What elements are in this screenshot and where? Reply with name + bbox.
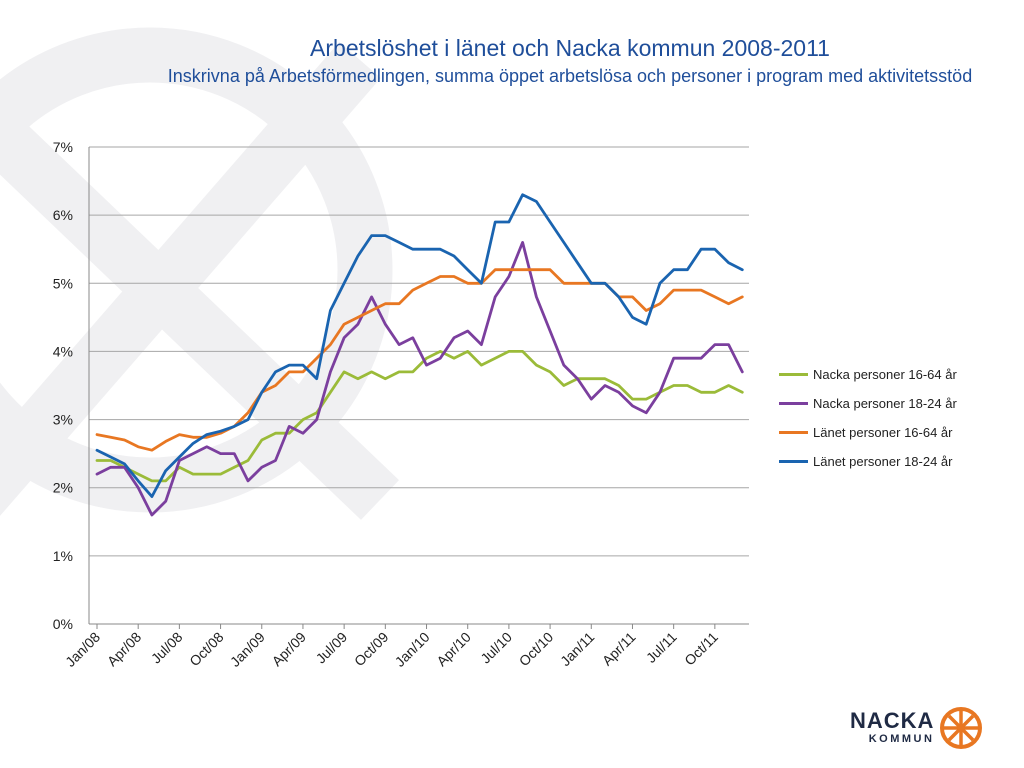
x-tick-label: Jan/10 — [392, 629, 433, 670]
chart-header: Arbetslöshet i länet och Nacka kommun 20… — [150, 34, 990, 88]
legend-item: Länet personer 18-24 år — [779, 447, 957, 476]
series-line-3 — [95, 268, 744, 452]
x-tick-label: Jul/11 — [643, 629, 680, 666]
x-tick-label: Apr/09 — [269, 629, 310, 670]
x-tick-label: Oct/10 — [516, 629, 557, 670]
x-tick-label: Jul/08 — [148, 629, 186, 667]
legend-item: Nacka personer 16-64 år — [779, 360, 957, 389]
legend-label: Länet personer 18-24 år — [813, 454, 953, 469]
legend-item: Nacka personer 18-24 år — [779, 389, 957, 418]
x-tick-label: Apr/08 — [104, 629, 145, 670]
series-line-1 — [95, 349, 744, 483]
chart-subtitle: Inskrivna på Arbetsförmedlingen, summa ö… — [167, 66, 973, 86]
x-tick-label: Jan/09 — [227, 629, 268, 670]
logo-line1: NACKA — [850, 708, 935, 733]
chart-title: Arbetslöshet i länet och Nacka kommun 20… — [310, 35, 830, 61]
y-tick-label: 3% — [53, 412, 73, 428]
legend-swatch — [779, 460, 808, 463]
x-tick-label: Oct/08 — [186, 629, 227, 670]
x-tick-label: Jul/10 — [477, 629, 515, 667]
nacka-kommun-logo: NACKA KOMMUN — [850, 706, 983, 750]
y-tick-label: 4% — [53, 343, 73, 359]
legend-swatch — [779, 373, 808, 376]
nacka-emblem-icon — [940, 707, 983, 749]
series-line-4 — [95, 193, 744, 499]
x-tick-label: Apr/11 — [599, 629, 639, 669]
y-tick-label: 7% — [53, 139, 73, 155]
x-tick-label: Oct/11 — [681, 629, 721, 669]
logo-wordmark: NACKA KOMMUN — [850, 710, 934, 746]
x-tick-label: Jan/11 — [557, 629, 597, 669]
legend-swatch — [779, 431, 808, 434]
chart-legend: Nacka personer 16-64 år Nacka personer 18… — [779, 360, 957, 476]
x-tick-label: Jan/08 — [62, 629, 103, 670]
y-tick-label: 2% — [53, 480, 73, 496]
x-tick-label: Apr/10 — [433, 629, 474, 670]
x-tick-label: Oct/09 — [351, 629, 392, 670]
x-tick-label: Jul/09 — [313, 629, 351, 667]
series-line-2 — [95, 240, 744, 517]
y-tick-label: 1% — [53, 548, 73, 564]
y-tick-label: 0% — [53, 616, 73, 632]
legend-swatch — [779, 402, 808, 405]
legend-label: Länet personer 16-64 år — [813, 425, 953, 440]
legend-label: Nacka personer 16-64 år — [813, 367, 957, 382]
y-tick-label: 5% — [53, 275, 73, 291]
y-tick-label: 6% — [53, 207, 73, 223]
legend-item: Länet personer 16-64 år — [779, 418, 957, 447]
legend-label: Nacka personer 18-24 år — [813, 396, 957, 411]
logo-line2: KOMMUN — [868, 733, 935, 745]
